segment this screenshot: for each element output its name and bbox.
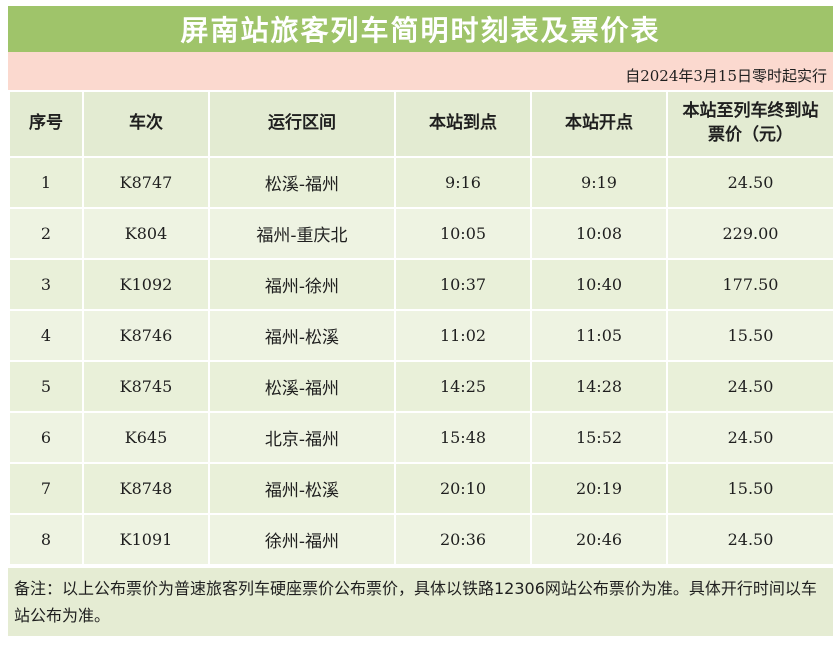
- cell-route: 松溪-福州: [208, 156, 396, 209]
- cell-price: 24.50: [666, 411, 835, 464]
- cell-arrive: 14:25: [394, 360, 532, 413]
- cell-depart: 20:46: [530, 513, 668, 566]
- cell-route: 徐州-福州: [208, 513, 396, 566]
- cell-arrive: 10:05: [394, 207, 532, 260]
- cell-train: K8745: [82, 360, 210, 413]
- cell-price: 229.00: [666, 207, 835, 260]
- table-row: 5 K8745 松溪-福州 14:25 14:28 24.50: [8, 360, 835, 413]
- cell-arrive: 10:37: [394, 258, 532, 311]
- cell-seq: 5: [8, 360, 84, 413]
- cell-price: 15.50: [666, 309, 835, 362]
- cell-route: 福州-松溪: [208, 462, 396, 515]
- timetable: 序号 车次 运行区间 本站到点 本站开点 本站至列车终到站 票价（元） 1 K87…: [8, 90, 835, 566]
- cell-train: K8747: [82, 156, 210, 209]
- cell-arrive: 20:10: [394, 462, 532, 515]
- header-arrive: 本站到点: [394, 90, 532, 158]
- cell-seq: 1: [8, 156, 84, 209]
- table-row: 6 K645 北京-福州 15:48 15:52 24.50: [8, 411, 835, 464]
- table-row: 7 K8748 福州-松溪 20:10 20:19 15.50: [8, 462, 835, 515]
- cell-seq: 7: [8, 462, 84, 515]
- cell-seq: 3: [8, 258, 84, 311]
- cell-depart: 10:40: [530, 258, 668, 311]
- page-title: 屏南站旅客列车简明时刻表及票价表: [8, 6, 833, 52]
- header-train: 车次: [82, 90, 210, 158]
- cell-price: 177.50: [666, 258, 835, 311]
- effective-date: 自2024年3月15日零时起实行: [625, 67, 827, 85]
- cell-arrive: 15:48: [394, 411, 532, 464]
- cell-depart: 14:28: [530, 360, 668, 413]
- remark-note: 备注：以上公布票价为普速旅客列车硬座票价公布票价，具体以铁路12306网站公布票…: [8, 568, 833, 636]
- header-route: 运行区间: [208, 90, 396, 158]
- cell-train: K645: [82, 411, 210, 464]
- header-price-line2: 票价（元）: [708, 125, 793, 145]
- cell-route: 北京-福州: [208, 411, 396, 464]
- cell-route: 福州-松溪: [208, 309, 396, 362]
- cell-price: 24.50: [666, 513, 835, 566]
- cell-seq: 4: [8, 309, 84, 362]
- header-price: 本站至列车终到站 票价（元）: [666, 90, 835, 158]
- table-row: 2 K804 福州-重庆北 10:05 10:08 229.00: [8, 207, 835, 260]
- cell-train: K8746: [82, 309, 210, 362]
- cell-route: 松溪-福州: [208, 360, 396, 413]
- table-row: 1 K8747 松溪-福州 9:16 9:19 24.50: [8, 156, 835, 209]
- cell-arrive: 20:36: [394, 513, 532, 566]
- cell-price: 15.50: [666, 462, 835, 515]
- header-seq: 序号: [8, 90, 84, 158]
- cell-arrive: 9:16: [394, 156, 532, 209]
- table-row: 3 K1092 福州-徐州 10:37 10:40 177.50: [8, 258, 835, 311]
- cell-depart: 11:05: [530, 309, 668, 362]
- table-row: 4 K8746 福州-松溪 11:02 11:05 15.50: [8, 309, 835, 362]
- cell-seq: 6: [8, 411, 84, 464]
- cell-depart: 20:19: [530, 462, 668, 515]
- cell-seq: 2: [8, 207, 84, 260]
- cell-depart: 9:19: [530, 156, 668, 209]
- cell-arrive: 11:02: [394, 309, 532, 362]
- cell-route: 福州-重庆北: [208, 207, 396, 260]
- header-price-line1: 本站至列车终到站: [682, 101, 819, 122]
- cell-depart: 10:08: [530, 207, 668, 260]
- cell-route: 福州-徐州: [208, 258, 396, 311]
- table-row: 8 K1091 徐州-福州 20:36 20:46 24.50: [8, 513, 835, 566]
- cell-price: 24.50: [666, 360, 835, 413]
- effective-date-bar: 自2024年3月15日零时起实行: [8, 52, 833, 90]
- cell-train: K1092: [82, 258, 210, 311]
- cell-seq: 8: [8, 513, 84, 566]
- cell-train: K804: [82, 207, 210, 260]
- header-depart: 本站开点: [530, 90, 668, 158]
- cell-train: K8748: [82, 462, 210, 515]
- timetable-sheet: 屏南站旅客列车简明时刻表及票价表 自2024年3月15日零时起实行 序号 车次 …: [8, 6, 835, 636]
- cell-price: 24.50: [666, 156, 835, 209]
- table-header-row: 序号 车次 运行区间 本站到点 本站开点 本站至列车终到站 票价（元）: [8, 90, 835, 158]
- cell-train: K1091: [82, 513, 210, 566]
- cell-depart: 15:52: [530, 411, 668, 464]
